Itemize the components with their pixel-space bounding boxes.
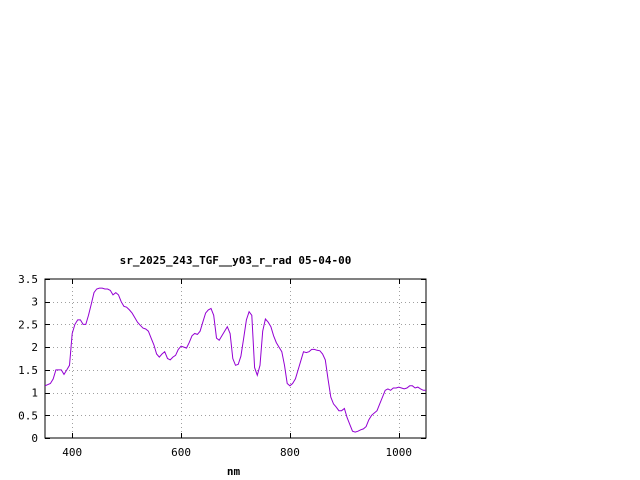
grid-lines xyxy=(45,279,426,438)
x-tick-label: 400 xyxy=(62,446,82,459)
x-tick-label: 1000 xyxy=(386,446,413,459)
tick-labels: 0 0.5 1 1.5 2 2.5 3 3.5 400 600 800 1000 xyxy=(18,273,412,459)
plot-frame xyxy=(44,278,427,439)
y-tick-label: 0 xyxy=(31,432,38,445)
y-tick-label: 2.5 xyxy=(18,318,38,331)
x-tick-label: 600 xyxy=(171,446,191,459)
y-tick-label: 2 xyxy=(31,341,38,354)
axis-ticks xyxy=(45,279,426,439)
y-tick-label: 3 xyxy=(31,296,38,309)
y-tick-label: 1.5 xyxy=(18,364,38,377)
x-axis-label: nm xyxy=(227,465,241,478)
y-tick-label: 0.5 xyxy=(18,409,38,422)
y-tick-label: 1 xyxy=(31,387,38,400)
x-tick-label: 800 xyxy=(280,446,300,459)
chart-title: sr_2025_243_TGF__y03_r_rad 05-04-00 xyxy=(120,254,352,267)
series-line xyxy=(44,287,426,433)
y-tick-label: 3.5 xyxy=(18,273,38,286)
